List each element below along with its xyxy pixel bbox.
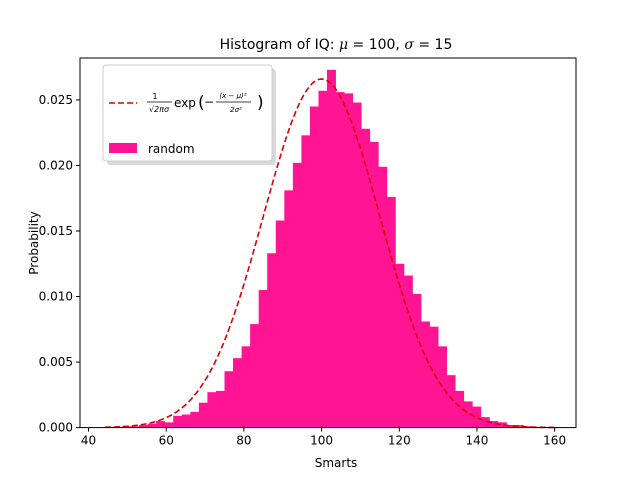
histogram-bar (224, 371, 234, 428)
histogram-bar (327, 69, 336, 428)
histogram-bar (258, 289, 268, 428)
histogram-bar (147, 423, 157, 428)
histogram-bar (506, 424, 516, 428)
histogram-bar (198, 402, 208, 428)
histogram-bar (215, 390, 225, 428)
histogram-bar (412, 293, 422, 428)
formula-right-paren: ) (257, 93, 264, 113)
histogram-bar (497, 422, 507, 428)
histogram-bar (421, 321, 430, 428)
histogram-bar (318, 90, 328, 428)
histogram-bar (181, 414, 191, 428)
formula-exp: exp (174, 96, 196, 110)
histogram-bar (173, 415, 183, 428)
x-tick-label: 40 (81, 434, 96, 448)
histogram-bar (207, 392, 217, 428)
x-tick-label: 120 (388, 434, 411, 448)
histogram-bar (386, 196, 396, 428)
histogram-bar (429, 326, 439, 428)
histogram-bar (455, 390, 465, 428)
histogram-bar (463, 401, 473, 428)
histogram-bar (233, 358, 242, 428)
histogram-bar (480, 417, 490, 428)
histogram-bar (139, 424, 148, 428)
histogram-bar (156, 421, 166, 428)
histogram-bar (284, 190, 294, 428)
histogram-bar (344, 93, 354, 428)
y-axis-label: Probability (27, 211, 41, 274)
histogram-bar (164, 422, 174, 428)
x-axis-ticks: 40 60 80 100 120 140 160 (81, 427, 566, 448)
histogram-bar (250, 324, 260, 428)
histogram-bar (369, 141, 379, 428)
histogram-bar (489, 421, 499, 428)
histogram-bar (335, 92, 345, 428)
histogram-bar (515, 424, 524, 428)
histogram-bars (104, 69, 559, 428)
histogram-bar (472, 406, 482, 428)
histogram-bar (301, 135, 311, 428)
legend: 1 √2πσ exp ( − (x − μ)² 2σ² ) random (102, 64, 276, 165)
y-tick-label: 0.000 (39, 421, 73, 435)
histogram-bar (352, 102, 362, 428)
histogram-bar (395, 263, 405, 428)
x-tick-label: 160 (543, 434, 566, 448)
chart-title: Histogram of IQ: μ = 100, σ = 15 (220, 37, 453, 53)
x-tick-label: 100 (310, 434, 333, 448)
histogram-bar (378, 166, 388, 428)
histogram-bar (130, 426, 140, 428)
formula-left-paren: ( (198, 93, 205, 113)
formula-minus: − (204, 95, 214, 109)
x-axis-label: Smarts (315, 456, 358, 470)
y-tick-label: 0.010 (39, 290, 73, 304)
histogram-bar (438, 346, 448, 428)
histogram-bar (361, 128, 371, 428)
histogram-bar (446, 375, 456, 428)
legend-hist-swatch (109, 143, 137, 153)
formula-numerator: 1 (152, 92, 157, 101)
y-tick-label: 0.005 (39, 355, 73, 369)
histogram-bar (275, 220, 285, 428)
x-tick-label: 80 (236, 434, 251, 448)
x-tick-label: 60 (159, 434, 174, 448)
histogram-bar (309, 106, 319, 428)
y-axis-ticks: 0.000 0.005 0.010 0.015 0.020 0.025 (39, 93, 80, 435)
legend-hist-label: random (148, 142, 195, 156)
histogram-bar (241, 346, 251, 428)
legend-curve-label: 1 √2πσ exp ( − (x − μ)² 2σ² ) (147, 92, 264, 114)
y-tick-label: 0.020 (39, 158, 73, 172)
formula-inner-numerator: (x − μ)² (219, 92, 246, 100)
legend-box (102, 64, 273, 162)
histogram-bar (267, 253, 277, 428)
histogram-bar (190, 411, 200, 428)
formula-inner-denominator: 2σ² (230, 106, 242, 114)
histogram-bar (523, 426, 533, 428)
histogram-bar (292, 162, 302, 428)
plot-frame (79, 57, 577, 429)
normal-pdf-curve (104, 78, 554, 429)
histogram-bar (403, 275, 413, 428)
x-tick-label: 140 (466, 434, 489, 448)
formula-denominator: √2πσ (149, 105, 170, 114)
y-tick-label: 0.015 (39, 224, 73, 238)
y-tick-label: 0.025 (39, 93, 73, 107)
